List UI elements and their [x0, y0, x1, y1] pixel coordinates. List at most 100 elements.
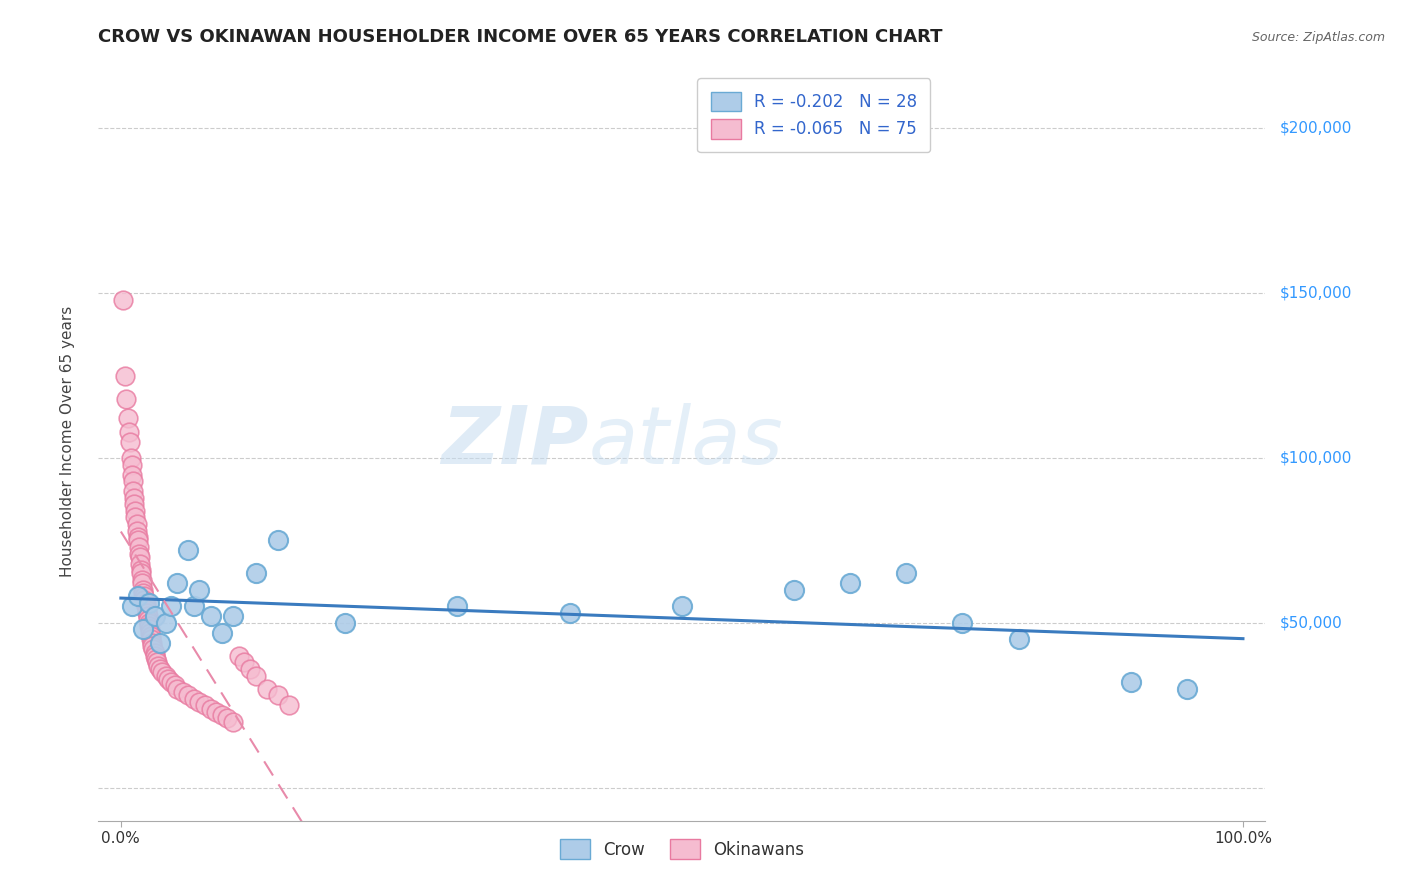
Point	[150, 665, 173, 680]
Point	[121, 458, 143, 472]
Text: CROW VS OKINAWAN HOUSEHOLDER INCOME OVER 65 YEARS CORRELATION CHART: CROW VS OKINAWAN HOUSEHOLDER INCOME OVER…	[98, 28, 943, 45]
Point	[239, 662, 262, 676]
Point	[118, 434, 141, 449]
Point	[1175, 681, 1198, 696]
Point	[222, 609, 245, 624]
Point	[129, 563, 152, 577]
Point	[138, 615, 160, 630]
Point	[124, 491, 146, 505]
Point	[131, 573, 153, 587]
Point	[228, 648, 250, 663]
Point	[335, 615, 357, 630]
Point	[166, 681, 188, 696]
Point	[200, 701, 222, 715]
Point	[124, 504, 146, 518]
Point	[160, 599, 183, 614]
Point	[205, 705, 228, 719]
Point	[141, 629, 163, 643]
Point	[217, 711, 239, 725]
Point	[256, 681, 278, 696]
Point	[136, 609, 159, 624]
Point	[141, 632, 163, 647]
Point	[558, 606, 581, 620]
Point	[128, 547, 150, 561]
Point	[135, 606, 157, 620]
Point	[143, 609, 166, 624]
Point	[145, 652, 167, 666]
Point	[146, 656, 169, 670]
Point	[129, 566, 152, 581]
Point	[222, 714, 245, 729]
Point	[129, 557, 152, 571]
Point	[1119, 675, 1142, 690]
Point	[671, 599, 693, 614]
Point	[141, 635, 163, 649]
Point	[177, 543, 200, 558]
Point	[132, 623, 155, 637]
Point	[155, 668, 177, 682]
Point	[155, 615, 177, 630]
Point	[131, 576, 153, 591]
Point	[177, 689, 200, 703]
Point	[118, 425, 141, 439]
Point	[146, 658, 169, 673]
Point	[132, 586, 155, 600]
Point	[114, 368, 136, 383]
Text: Source: ZipAtlas.com: Source: ZipAtlas.com	[1251, 31, 1385, 45]
Point	[129, 549, 152, 564]
Text: $150,000: $150,000	[1279, 285, 1351, 301]
Point	[134, 590, 156, 604]
Point	[183, 691, 205, 706]
Point	[233, 656, 256, 670]
Point	[278, 698, 301, 713]
Point	[211, 708, 233, 723]
Point	[166, 576, 188, 591]
Point	[124, 510, 146, 524]
Point	[122, 474, 145, 488]
Legend: Crow, Okinawans: Crow, Okinawans	[553, 833, 811, 865]
Point	[125, 524, 148, 538]
Point	[183, 599, 205, 614]
Point	[135, 602, 157, 616]
Point	[138, 619, 160, 633]
Point	[115, 392, 138, 406]
Point	[127, 590, 149, 604]
Point	[839, 576, 862, 591]
Point	[124, 497, 146, 511]
Point	[211, 625, 233, 640]
Point	[132, 582, 155, 597]
Point	[125, 516, 148, 531]
Text: $100,000: $100,000	[1279, 450, 1351, 466]
Point	[156, 672, 179, 686]
Y-axis label: Householder Income Over 65 years: Householder Income Over 65 years	[60, 306, 75, 577]
Point	[120, 450, 142, 465]
Point	[139, 625, 162, 640]
Point	[139, 623, 162, 637]
Point	[783, 582, 806, 597]
Point	[112, 293, 135, 307]
Point	[267, 533, 290, 548]
Point	[1007, 632, 1029, 647]
Point	[188, 695, 211, 709]
Point	[200, 609, 222, 624]
Point	[188, 582, 211, 597]
Point	[121, 599, 143, 614]
Point	[122, 483, 145, 498]
Point	[138, 596, 160, 610]
Point	[149, 635, 172, 649]
Point	[267, 689, 290, 703]
Point	[142, 642, 165, 657]
Point	[163, 678, 186, 692]
Point	[194, 698, 217, 713]
Point	[149, 662, 172, 676]
Point	[127, 533, 149, 548]
Point	[128, 540, 150, 554]
Point	[172, 685, 194, 699]
Point	[135, 599, 157, 614]
Point	[896, 566, 918, 581]
Point	[141, 639, 163, 653]
Text: ZIP: ZIP	[441, 402, 589, 481]
Point	[245, 668, 267, 682]
Point	[117, 411, 139, 425]
Point	[245, 566, 267, 581]
